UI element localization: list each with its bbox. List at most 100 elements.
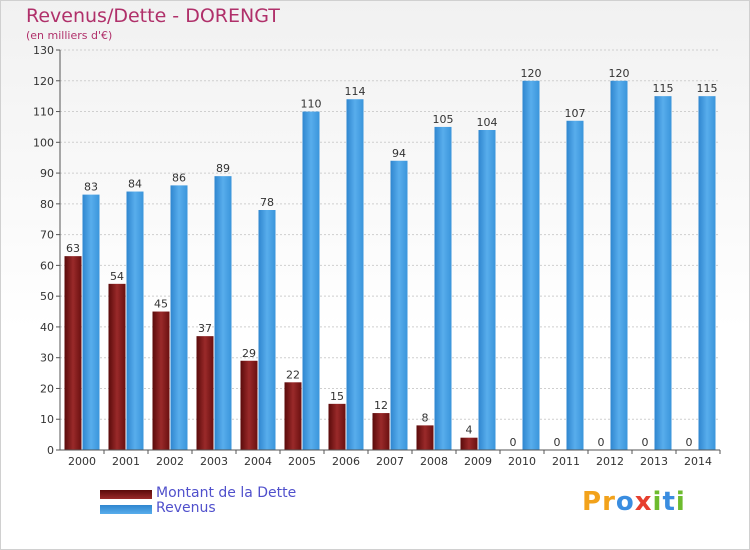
y-tick-label: 70	[40, 229, 54, 242]
bar-revenus	[522, 80, 540, 451]
y-tick-label: 20	[40, 382, 54, 395]
y-tick-label: 100	[33, 136, 54, 149]
y-tick-label: 120	[33, 75, 54, 88]
bar-revenus	[302, 111, 320, 451]
logo-letter: o	[615, 487, 635, 517]
bar-revenus	[610, 80, 628, 451]
x-tick-label: 2003	[200, 455, 228, 468]
bar-dette	[240, 360, 258, 450]
bar-revenus	[214, 176, 232, 450]
bar-revenus	[258, 210, 276, 450]
bar-revenus	[566, 120, 584, 451]
value-label-dette: 45	[154, 298, 168, 311]
x-tick-label: 2001	[112, 455, 140, 468]
value-label-dette: 8	[422, 411, 429, 424]
x-tick-label: 2010	[508, 455, 536, 468]
bar-dette	[196, 336, 214, 450]
bar-dette	[372, 413, 390, 450]
value-label-revenus: 83	[84, 181, 98, 194]
x-tick-label: 2002	[156, 455, 184, 468]
value-label-revenus: 94	[392, 147, 406, 160]
value-label-dette: 54	[110, 270, 124, 283]
bar-revenus	[346, 99, 364, 450]
legend-label-debt: Montant de la Dette	[156, 485, 297, 501]
x-tick-label: 2013	[640, 455, 668, 468]
value-label-revenus: 120	[609, 67, 630, 80]
x-tick-label: 2011	[552, 455, 580, 468]
x-tick-label: 2007	[376, 455, 404, 468]
x-tick-label: 2009	[464, 455, 492, 468]
legend-swatch-debt	[100, 490, 152, 499]
value-label-dette: 0	[642, 436, 649, 449]
y-tick-label: 10	[40, 413, 54, 426]
value-label-dette: 0	[686, 436, 693, 449]
value-label-dette: 29	[242, 347, 256, 360]
value-label-revenus: 104	[477, 116, 498, 129]
y-tick-label: 110	[33, 106, 54, 119]
x-tick-label: 2012	[596, 455, 624, 468]
value-label-dette: 0	[510, 436, 517, 449]
bar-dette	[416, 425, 434, 450]
logo-letter: x	[634, 487, 653, 517]
bar-revenus	[698, 96, 716, 451]
value-label-dette: 12	[374, 399, 388, 412]
value-label-revenus: 105	[433, 113, 454, 126]
x-tick-label: 2005	[288, 455, 316, 468]
x-tick-label: 2000	[68, 455, 96, 468]
chart-subtitle: (en milliers d'€)	[26, 29, 113, 42]
x-tick-label: 2014	[684, 455, 712, 468]
y-tick-label: 90	[40, 167, 54, 180]
x-tick-label: 2004	[244, 455, 272, 468]
chart-title: Revenus/Dette - DORENGT	[26, 5, 280, 27]
logo-letter: i	[652, 487, 663, 517]
y-tick-label: 50	[40, 290, 54, 303]
bar-revenus	[390, 160, 408, 450]
bar-dette	[152, 311, 170, 450]
value-label-dette: 0	[554, 436, 561, 449]
bar-dette	[64, 256, 82, 450]
y-tick-label: 40	[40, 321, 54, 334]
y-tick-label: 130	[33, 44, 54, 57]
value-label-revenus: 110	[301, 98, 322, 111]
value-label-dette: 4	[466, 424, 473, 437]
value-label-revenus: 89	[216, 162, 230, 175]
legend-label-revenus: Revenus	[156, 500, 216, 516]
value-label-revenus: 114	[345, 85, 366, 98]
value-label-revenus: 115	[697, 82, 718, 95]
bar-revenus	[434, 126, 452, 450]
bar-revenus	[654, 96, 672, 451]
value-label-dette: 22	[286, 368, 300, 381]
value-label-revenus: 78	[260, 196, 274, 209]
gridlines	[60, 49, 720, 451]
bar-revenus	[82, 194, 100, 450]
logo-letter: t	[662, 487, 676, 517]
bar-dette	[460, 437, 478, 450]
y-tick-label: 0	[47, 444, 54, 457]
bar-dette	[328, 403, 346, 450]
value-label-revenus: 86	[172, 171, 186, 184]
value-labels: 63 83 54 84 45 86 37 89 29 78 22 110 15 114 12 94 8 105 4 1…	[66, 67, 718, 449]
value-label-revenus: 115	[653, 82, 674, 95]
legend-swatch-revenus	[100, 505, 152, 514]
value-label-dette: 15	[330, 390, 344, 403]
bar-dette	[284, 382, 302, 450]
logo-letter: i	[675, 487, 686, 517]
logo-letter: r	[602, 487, 616, 517]
y-tick-label: 30	[40, 352, 54, 365]
value-label-revenus: 84	[128, 178, 142, 191]
value-label-dette: 0	[598, 436, 605, 449]
value-label-revenus: 120	[521, 67, 542, 80]
y-tick-label: 60	[40, 259, 54, 272]
bar-revenus	[478, 130, 496, 450]
bars	[64, 80, 716, 451]
x-tick-label: 2008	[420, 455, 448, 468]
bar-revenus	[170, 185, 188, 450]
y-tick-label: 80	[40, 198, 54, 211]
bar-revenus	[126, 191, 144, 451]
proxiti-logo: Proxiti	[582, 487, 686, 517]
bar-dette	[108, 283, 126, 450]
logo-letter: P	[582, 487, 603, 517]
value-label-revenus: 107	[565, 107, 586, 120]
